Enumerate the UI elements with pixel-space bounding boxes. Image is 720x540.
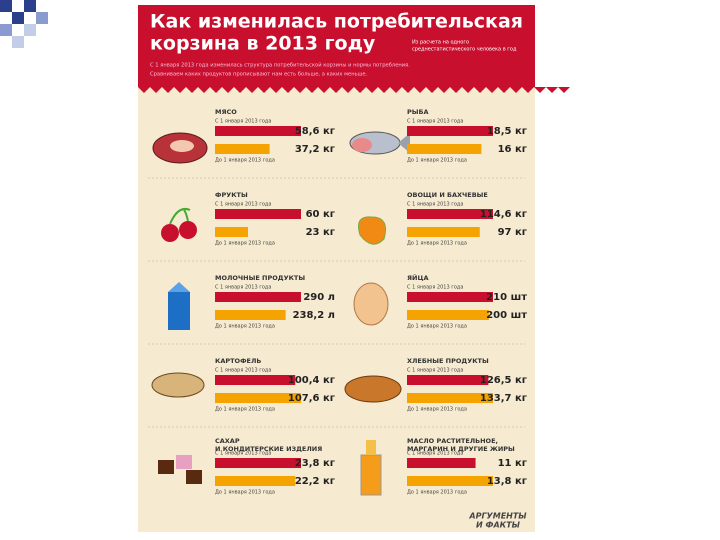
category-label: До 1 января 2013 года [215, 407, 275, 413]
panel-title: ФРУКТЫ [215, 191, 248, 199]
value-label: 18,5 кг [487, 126, 527, 137]
footer-logo: И ФАКТЫ [476, 521, 521, 530]
panel-title: САХАР [215, 437, 240, 445]
category-label: До 1 января 2013 года [215, 490, 275, 496]
bar [407, 458, 476, 468]
value-label: 238,2 л [293, 310, 335, 321]
category-label: До 1 января 2013 года [215, 158, 275, 164]
bar [215, 393, 301, 403]
category-label: До 1 января 2013 года [407, 407, 467, 413]
value-label: 60 кг [306, 209, 335, 220]
bar [215, 458, 301, 468]
bar [407, 292, 493, 302]
value-label: 114,6 кг [480, 209, 527, 220]
category-label: До 1 января 2013 года [407, 324, 467, 330]
panel-title: МАРГАРИН И ДРУГИЕ ЖИРЫ [407, 445, 515, 453]
value-label: 126,5 кг [480, 375, 527, 386]
category-label: С 1 января 2013 года [215, 202, 271, 208]
panel-title: ХЛЕБНЫЕ ПРОДУКТЫ [407, 357, 489, 365]
bar [407, 476, 493, 486]
icons [151, 131, 410, 496]
value-label: 100,4 кг [288, 375, 335, 386]
bar [215, 375, 296, 385]
value-label: 200 шт [486, 310, 527, 321]
category-label: С 1 января 2013 года [215, 119, 271, 125]
value-label: 133,7 кг [480, 393, 527, 404]
subtitle: Сравниваем каких продуктов прописывают н… [150, 72, 368, 78]
bar [215, 227, 248, 237]
panel-title: РЫБА [407, 108, 428, 116]
panel-title: ЯЙЦА [407, 273, 429, 282]
bar [407, 393, 493, 403]
value-label: 23,8 кг [295, 458, 335, 469]
title: корзина в 2013 году [150, 33, 376, 55]
panel-title: КАРТОФЕЛЬ [215, 357, 261, 365]
infographic-bg [138, 5, 535, 532]
bar [407, 144, 482, 154]
panel-title: ОВОЩИ И БАХЧЕВЫЕ [407, 191, 488, 199]
value-label: 210 шт [486, 292, 527, 303]
value-label: 107,6 кг [288, 393, 335, 404]
value-label: 22,2 кг [295, 476, 335, 487]
value-label: 97 кг [498, 227, 527, 238]
category-label: С 1 января 2013 года [215, 368, 271, 374]
title: Как изменилась потребительская [150, 11, 523, 33]
panel-title: МОЛОЧНЫЕ ПРОДУКТЫ [215, 274, 305, 282]
panel-title: И КОНДИТЕРСКИЕ ИЗДЕЛИЯ [215, 445, 322, 453]
value-label: 37,2 кг [295, 144, 335, 155]
subtitle: С 1 января 2013 года изменилась структур… [150, 62, 410, 69]
category-label: С 1 января 2013 года [407, 451, 463, 457]
value-label: 23 кг [306, 227, 335, 238]
bar [215, 292, 301, 302]
category-label: С 1 января 2013 года [407, 119, 463, 125]
bar [407, 310, 489, 320]
category-label: С 1 января 2013 года [407, 368, 463, 374]
category-label: С 1 января 2013 года [215, 451, 271, 457]
bar [215, 126, 301, 136]
header-bg [138, 5, 535, 87]
category-label: С 1 января 2013 года [407, 285, 463, 291]
bar [215, 144, 270, 154]
corner-squares [0, 0, 48, 48]
bar [407, 209, 493, 219]
note: Из расчета на одного [412, 40, 469, 46]
value-label: 13,8 кг [487, 476, 527, 487]
value-label: 11 кг [498, 458, 527, 469]
note: среднестатистического человека в год [412, 47, 517, 53]
header-edge [138, 87, 570, 93]
panel-title: МЯСО [215, 108, 237, 116]
value-label: 58,6 кг [295, 126, 335, 137]
panel-title: МАСЛО РАСТИТЕЛЬНОЕ, [407, 437, 498, 445]
bar [215, 310, 286, 320]
bar [215, 476, 296, 486]
category-label: До 1 января 2013 года [215, 241, 275, 247]
category-label: До 1 января 2013 года [215, 324, 275, 330]
bar [407, 375, 489, 385]
bar [407, 126, 493, 136]
category-label: До 1 января 2013 года [407, 490, 467, 496]
bar [215, 209, 301, 219]
category-label: С 1 января 2013 года [407, 202, 463, 208]
footer-logo: АРГУМЕНТЫ [468, 512, 527, 521]
category-label: С 1 января 2013 года [215, 285, 271, 291]
bar [407, 227, 480, 237]
value-label: 290 л [303, 292, 335, 303]
category-label: До 1 января 2013 года [407, 241, 467, 247]
category-label: До 1 января 2013 года [407, 158, 467, 164]
value-label: 16 кг [498, 144, 527, 155]
